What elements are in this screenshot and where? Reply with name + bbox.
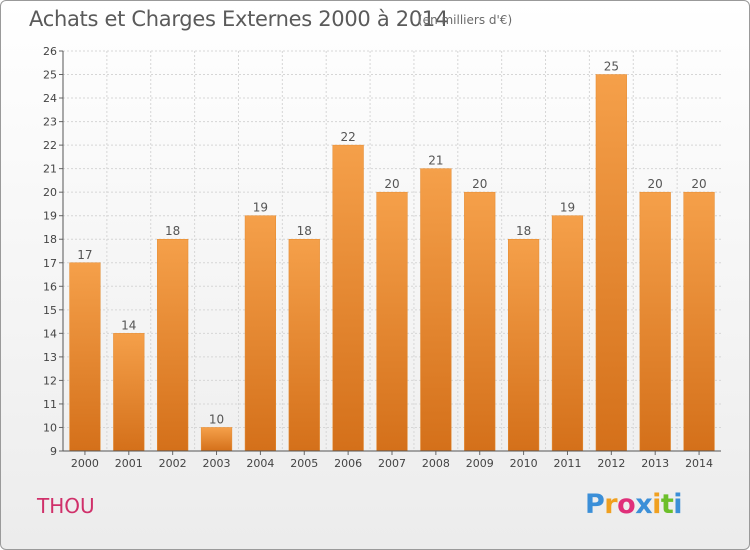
x-tick-label: 2013 [641,457,669,470]
bar [551,215,584,452]
value-label: 19 [253,201,268,215]
bar [595,74,627,452]
logo-letter: i [652,489,661,520]
y-tick-label: 13 [43,351,57,364]
bar [157,238,189,452]
logo-letter: x [635,489,653,520]
chart-subtitle: (en milliers d'€) [418,13,513,27]
y-tick-label: 26 [43,45,57,58]
bars [69,74,715,452]
bar [69,262,101,452]
y-tick-label: 19 [43,210,57,223]
value-label: 20 [648,177,663,191]
value-label: 21 [428,154,443,168]
proxiti-logo: Proxiti [585,489,683,520]
x-tick-label: 2011 [553,457,581,470]
y-tick-label: 11 [43,398,57,411]
value-label: 14 [121,318,136,332]
value-label: 18 [165,224,180,238]
x-tick-label: 2009 [466,457,494,470]
y-tick-label: 15 [43,304,57,317]
value-label: 25 [604,60,619,74]
y-tick-label: 25 [43,69,57,82]
y-tick-label: 20 [43,186,57,199]
logo-letter: r [604,489,618,520]
bar [332,144,364,452]
labels: 9 10 11 12 13 14 15 16 17 18 19 20 21 22 23 24 25 26 17 200… [43,45,713,470]
y-tick-label: 16 [43,280,57,293]
x-tick-label: 2003 [203,457,231,470]
logo-letter: P [585,489,605,520]
x-tick-label: 2008 [422,457,450,470]
x-tick-label: 2004 [246,457,274,470]
value-label: 20 [384,177,399,191]
bar [200,427,233,452]
x-tick-label: 2002 [159,457,187,470]
x-tick-label: 2012 [597,457,625,470]
bar [376,191,408,452]
value-label: 18 [297,224,312,238]
y-tick-label: 17 [43,257,57,270]
value-label: 19 [560,201,575,215]
chart-title: Achats et Charges Externes 2000 à 2014 [29,7,449,31]
value-label: 20 [472,177,487,191]
y-tick-label: 12 [43,374,57,387]
bar [288,238,320,452]
y-tick-label: 14 [43,327,57,340]
value-label: 20 [691,177,706,191]
x-tick-label: 2000 [71,457,99,470]
value-label: 17 [77,248,92,262]
x-tick-label: 2006 [334,457,362,470]
x-tick-label: 2014 [685,457,713,470]
x-tick-label: 2005 [290,457,318,470]
value-label: 18 [516,224,531,238]
y-tick-label: 10 [43,421,57,434]
logo-letter: t [660,489,674,520]
bar [683,191,715,452]
logo-letter: i [673,489,683,520]
bar [244,215,277,452]
x-tick-label: 2007 [378,457,406,470]
bar [639,191,671,452]
bar [420,168,452,452]
y-tick-label: 23 [43,116,57,129]
logo-letter: o [617,489,636,520]
value-label: 22 [340,130,355,144]
axes [59,50,721,455]
x-tick-label: 2001 [115,457,143,470]
y-tick-label: 18 [43,233,57,246]
y-tick-label: 24 [43,92,57,105]
bar [507,238,540,452]
y-tick-label: 22 [43,139,57,152]
value-label: 10 [209,412,224,426]
place-name: THOU [37,494,95,518]
bar [464,191,496,452]
y-tick-label: 9 [50,445,57,458]
bar [113,333,145,452]
x-tick-label: 2010 [510,457,538,470]
y-tick-label: 21 [43,163,57,176]
